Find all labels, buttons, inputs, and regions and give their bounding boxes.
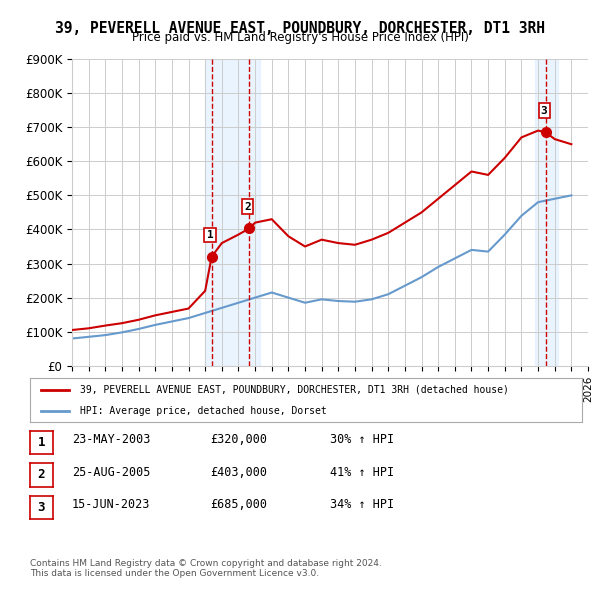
Text: 2: 2: [244, 202, 251, 212]
Text: £685,000: £685,000: [210, 498, 267, 511]
Text: Price paid vs. HM Land Registry's House Price Index (HPI): Price paid vs. HM Land Registry's House …: [131, 31, 469, 44]
Text: 39, PEVERELL AVENUE EAST, POUNDBURY, DORCHESTER, DT1 3RH (detached house): 39, PEVERELL AVENUE EAST, POUNDBURY, DOR…: [80, 385, 509, 395]
Text: 39, PEVERELL AVENUE EAST, POUNDBURY, DORCHESTER, DT1 3RH: 39, PEVERELL AVENUE EAST, POUNDBURY, DOR…: [55, 21, 545, 35]
Text: 23-MAY-2003: 23-MAY-2003: [72, 433, 151, 446]
Text: £403,000: £403,000: [210, 466, 267, 478]
Text: 34% ↑ HPI: 34% ↑ HPI: [330, 498, 394, 511]
Text: Contains HM Land Registry data © Crown copyright and database right 2024.
This d: Contains HM Land Registry data © Crown c…: [30, 559, 382, 578]
Text: 15-JUN-2023: 15-JUN-2023: [72, 498, 151, 511]
Text: HPI: Average price, detached house, Dorset: HPI: Average price, detached house, Dors…: [80, 406, 326, 416]
Text: £320,000: £320,000: [210, 433, 267, 446]
Text: 3: 3: [541, 106, 547, 116]
Text: 30% ↑ HPI: 30% ↑ HPI: [330, 433, 394, 446]
Text: 25-AUG-2005: 25-AUG-2005: [72, 466, 151, 478]
Text: 2: 2: [38, 468, 45, 481]
Text: 3: 3: [38, 501, 45, 514]
Bar: [535, 59, 558, 366]
Text: 41% ↑ HPI: 41% ↑ HPI: [330, 466, 394, 478]
Bar: [205, 59, 260, 366]
Text: 1: 1: [38, 436, 45, 449]
Text: 1: 1: [206, 230, 214, 240]
